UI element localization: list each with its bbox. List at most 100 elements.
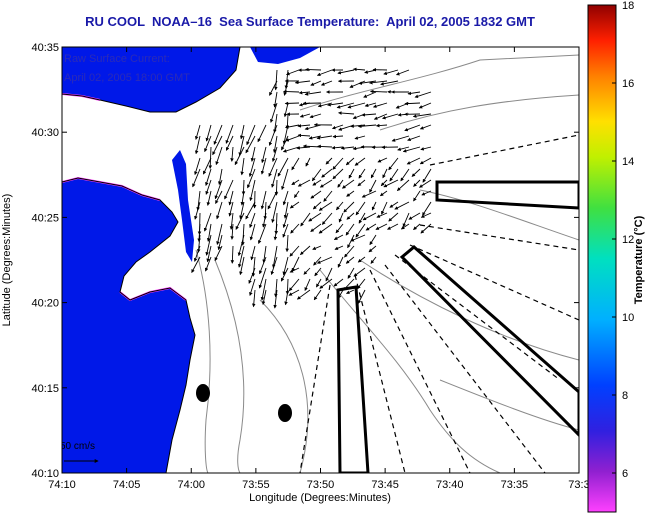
current-vector (291, 179, 300, 186)
current-vector (347, 267, 355, 279)
overlay-line-1: Raw Surface Current: (64, 53, 170, 65)
current-vector (407, 91, 421, 96)
colorbar-label: Temperature (°C) (633, 215, 645, 304)
current-vector (205, 124, 212, 142)
current-vector (361, 190, 377, 198)
x-axis-ticks: 74:10 74:05 74:00 73:55 73:50 73:45 73:40 73:35… (48, 47, 590, 491)
surface-current-vectors (191, 67, 432, 309)
current-vector (327, 102, 344, 107)
current-vector (318, 201, 333, 211)
current-vector (206, 190, 212, 206)
current-vector (321, 168, 333, 178)
current-vector (285, 234, 289, 253)
x-axis-label: Longitude (Degrees:Minutes) (249, 492, 391, 504)
current-vector (269, 80, 278, 96)
current-vector (370, 256, 377, 264)
current-vector (332, 157, 344, 170)
x-tick-label: 73:35 (501, 479, 529, 491)
x-tick-label: 73:45 (371, 479, 399, 491)
current-vector (271, 245, 278, 269)
current-vector (229, 212, 234, 230)
current-vector (336, 102, 355, 109)
current-vector (379, 190, 388, 197)
current-vector (345, 256, 355, 264)
current-vector (228, 190, 234, 206)
current-vector (347, 102, 366, 109)
current-vector (340, 146, 355, 150)
current-vector (271, 201, 278, 223)
current-vector (333, 278, 344, 287)
current-vector (316, 278, 322, 288)
current-vector (331, 124, 344, 130)
current-vector (387, 223, 399, 230)
current-vector (291, 157, 300, 171)
current-vector (297, 124, 311, 128)
current-vector (414, 91, 432, 98)
colorbar-tick-label: 12 (622, 234, 634, 246)
current-vector (240, 157, 245, 176)
current-vector (299, 245, 311, 256)
current-vector (262, 245, 267, 264)
current-vector (241, 223, 245, 246)
current-vector (350, 234, 366, 242)
current-vector (205, 179, 212, 195)
current-vector (368, 245, 377, 253)
colorbar-tick-label: 6 (622, 468, 628, 480)
current-vector (282, 223, 289, 238)
current-vector (191, 256, 201, 274)
current-vector (225, 124, 234, 144)
current-vector (245, 201, 256, 220)
current-vector (267, 190, 278, 210)
land-staten-island (62, 47, 240, 112)
current-vector (288, 289, 300, 296)
current-vector (380, 80, 399, 86)
current-vector (228, 201, 234, 217)
current-vector (291, 256, 300, 272)
current-vector (268, 157, 278, 177)
current-vector (420, 212, 432, 218)
current-vector (345, 289, 355, 294)
current-vector (248, 157, 256, 178)
land-sandy-hook (172, 150, 194, 262)
current-vector (258, 267, 267, 289)
current-vector (212, 135, 223, 156)
current-vector (338, 111, 355, 115)
current-vector (420, 223, 432, 234)
current-vector (197, 223, 201, 243)
current-vector (355, 201, 366, 216)
current-vector (260, 190, 267, 210)
current-vector (345, 157, 355, 166)
current-vector (208, 146, 213, 169)
current-vector (400, 223, 410, 230)
current-vector (373, 113, 388, 120)
current-vector (294, 190, 300, 199)
current-vector (246, 168, 256, 189)
current-vector (273, 223, 278, 241)
current-vector (369, 234, 377, 246)
current-vector (337, 179, 344, 188)
current-vector (375, 123, 388, 128)
current-vector (320, 80, 333, 86)
current-vector (217, 168, 223, 186)
current-vector (305, 67, 322, 72)
current-vector (194, 135, 201, 155)
current-vector (296, 289, 311, 300)
mooring-dot-1 (196, 384, 210, 402)
current-vector (205, 234, 212, 256)
mooring-dot-2 (278, 404, 292, 422)
current-vector (205, 168, 212, 187)
x-tick-label: 73:55 (242, 479, 270, 491)
current-vector (325, 267, 333, 282)
current-vector (283, 89, 300, 94)
current-vector (381, 201, 388, 215)
current-vector (261, 146, 267, 164)
current-vector (284, 124, 300, 129)
current-vector (239, 124, 245, 140)
current-vector (419, 157, 432, 165)
current-vector (349, 80, 366, 88)
current-vector (383, 179, 399, 188)
current-vector (297, 179, 311, 187)
current-vector (285, 69, 300, 76)
current-vector (299, 113, 311, 118)
current-vector (230, 146, 234, 162)
